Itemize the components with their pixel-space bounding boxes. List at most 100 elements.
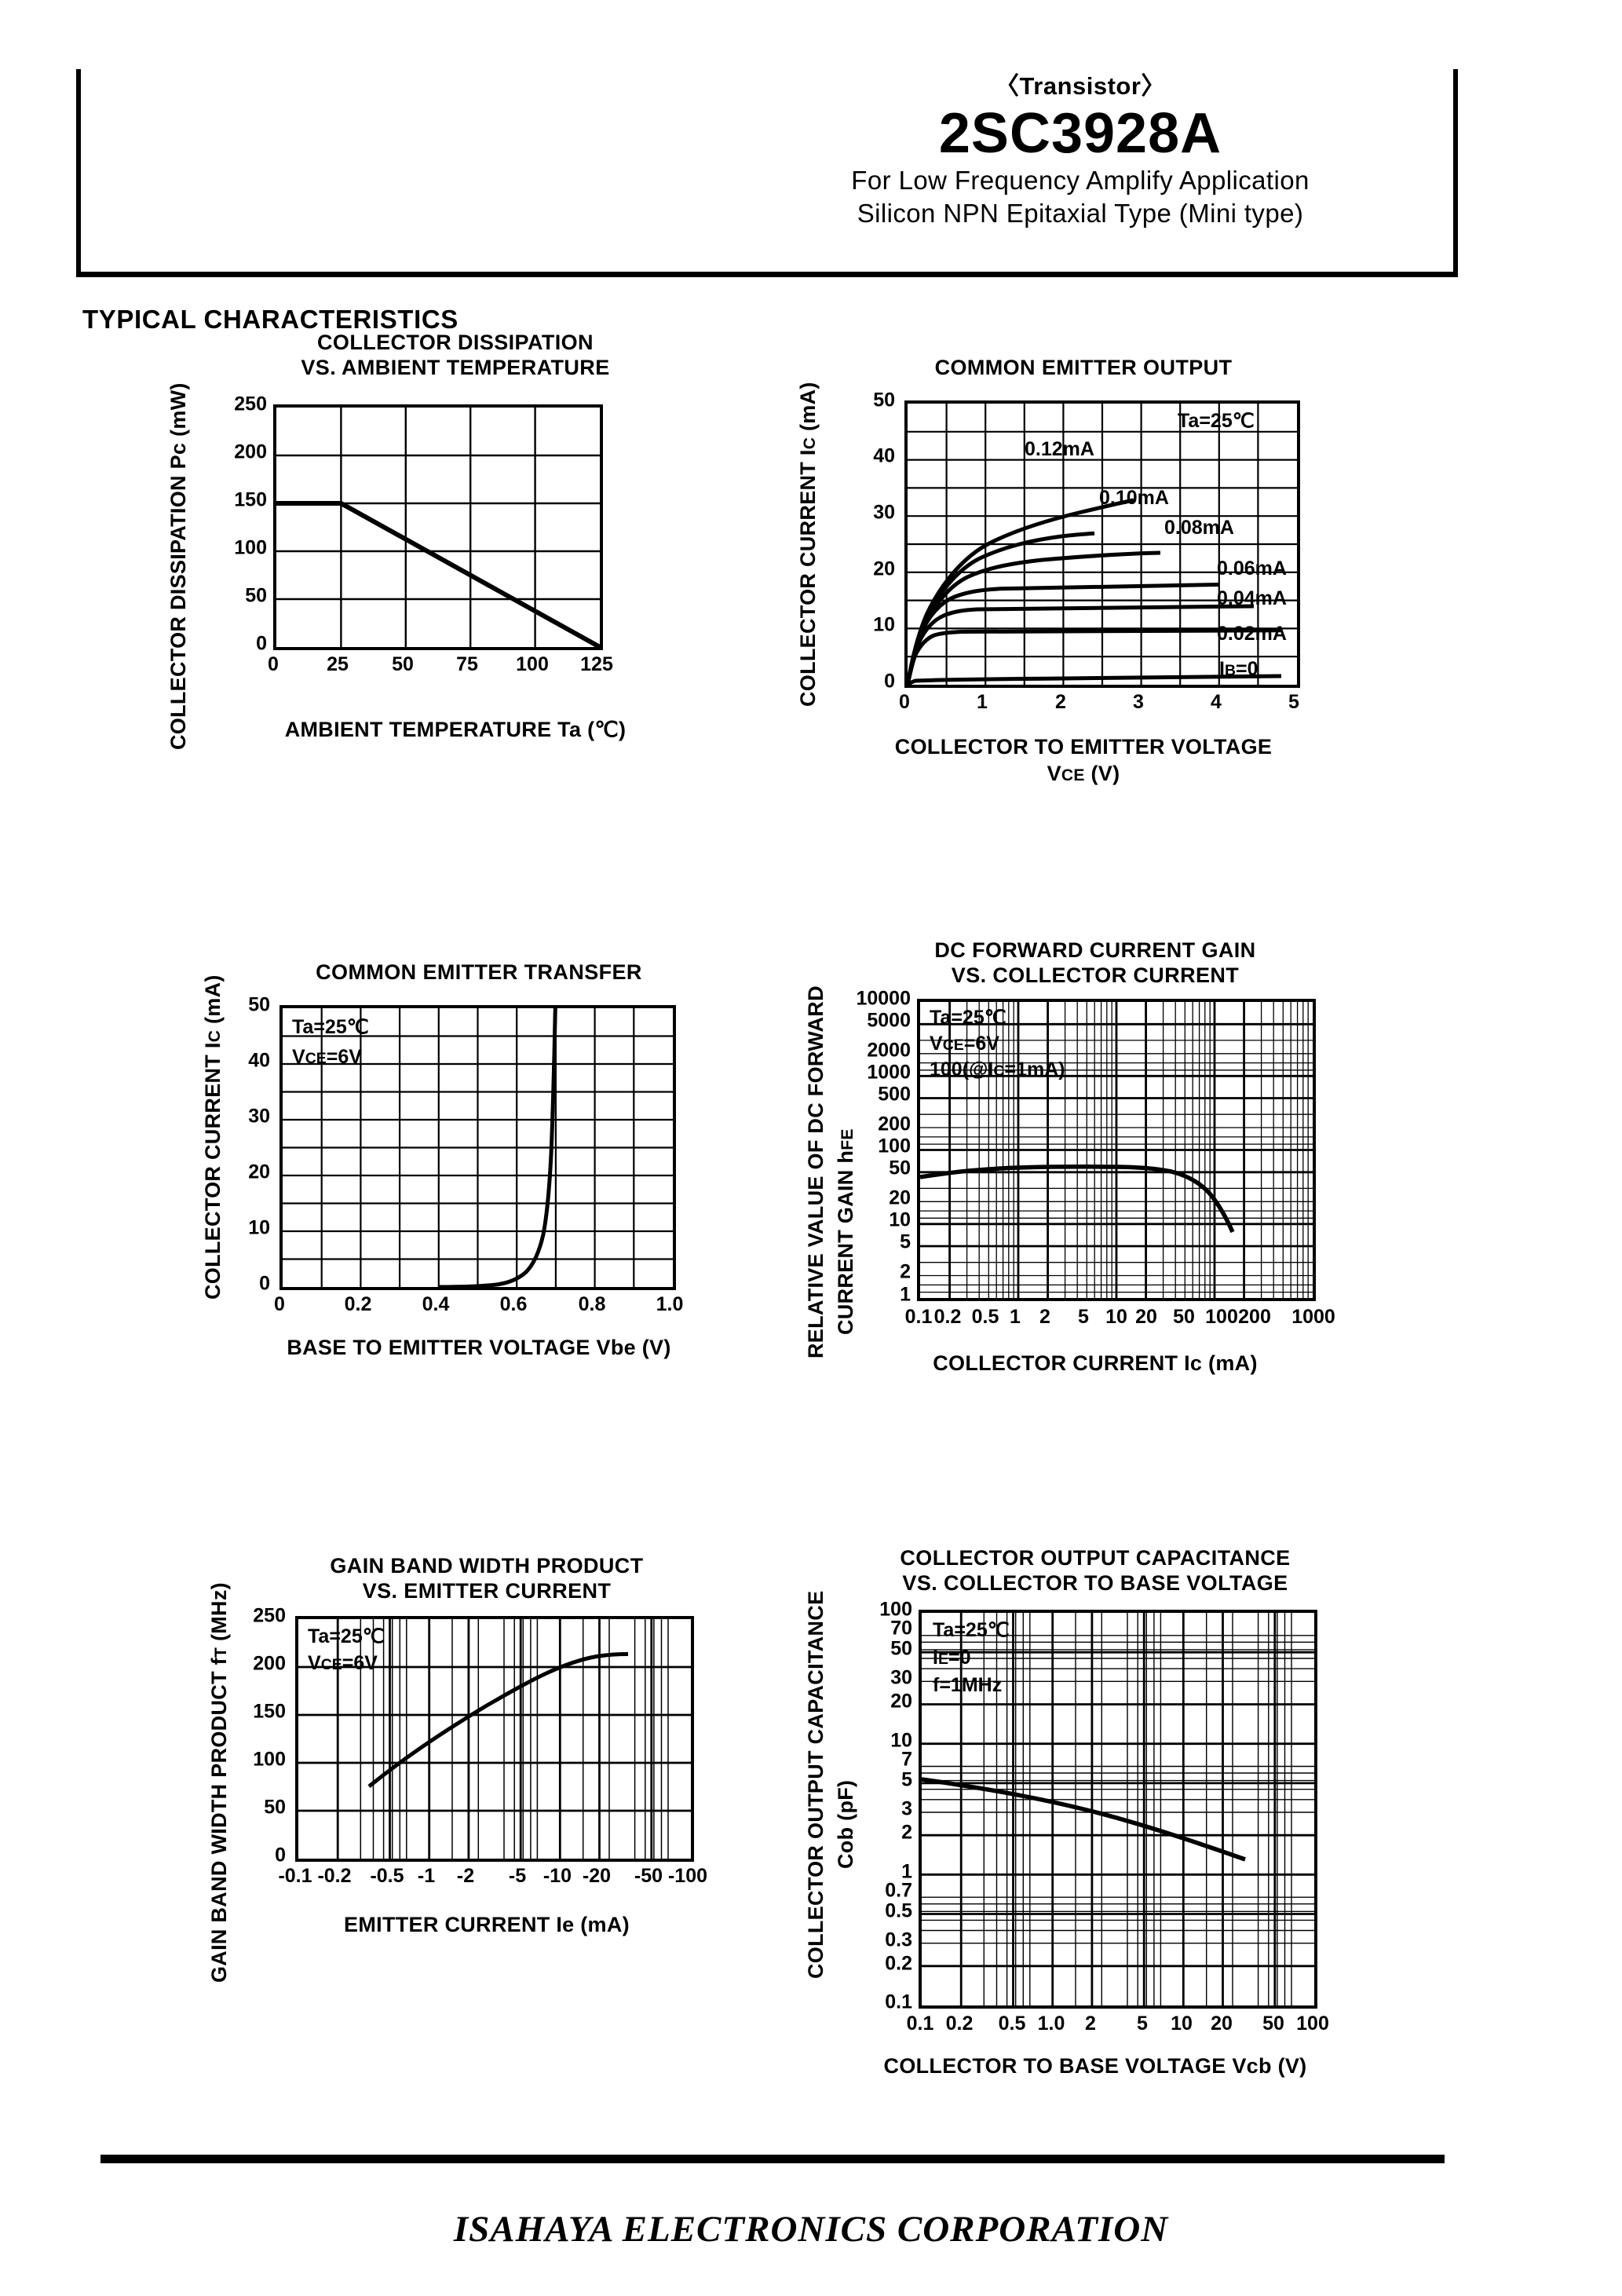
y-tick: 20: [873, 558, 895, 580]
y-tick: 200: [253, 1652, 286, 1675]
y-tick: 40: [248, 1049, 270, 1072]
x-tick: 5: [1288, 691, 1299, 713]
x-tick: 100: [1296, 2013, 1329, 2035]
y-tick: 10: [890, 1729, 912, 1752]
x-tick: 0.2: [344, 1293, 372, 1315]
x-tick: 1: [977, 691, 988, 713]
plot-svg: [921, 1613, 1314, 2005]
chart-title: GAIN BAND WIDTH PRODUCT VS. EMITTER CURR…: [330, 1554, 644, 1603]
curve-ib-0: [906, 674, 1282, 687]
data-curve-cob: [921, 1777, 1246, 1862]
data-curve-hfe: [919, 1164, 1235, 1234]
y-tick: 200: [234, 441, 267, 463]
footer-rule: [100, 2155, 1445, 2163]
y-tick: 0.5: [885, 1899, 912, 1922]
chart-note-temperature: Ta=25℃: [308, 1625, 385, 1647]
curve-label-2: 0.08mA: [1164, 517, 1234, 539]
grid-lines: [276, 408, 600, 647]
data-curve-transfer: [438, 1007, 557, 1289]
y-tick: 0: [275, 1844, 286, 1866]
y-tick: 5: [900, 1230, 911, 1253]
y-tick: 0.1: [885, 1991, 912, 2013]
x-tick: 5: [1078, 1306, 1089, 1328]
y-tick: 5: [901, 1768, 912, 1791]
major-grid-lines: [922, 1613, 1314, 2005]
x-tick: 5: [1137, 2013, 1148, 2035]
chart-title: COMMON EMITTER OUTPUT: [934, 356, 1233, 379]
x-tick: -50: [634, 1865, 663, 1887]
x-tick: 0.1: [904, 1306, 933, 1328]
curve-ib-0.04mA: [905, 604, 1255, 686]
y-tick: 50: [873, 389, 895, 411]
y-tick: 250: [253, 1604, 286, 1627]
y-tick: 500: [878, 1083, 911, 1106]
plot-svg: [298, 1619, 691, 1859]
x-tick: 2: [1039, 1306, 1050, 1328]
x-tick: 50: [1262, 2013, 1284, 2035]
x-axis-label: COLLECTOR TO EMITTER VOLTAGE VCE (V): [894, 735, 1273, 785]
y-tick: 100: [878, 1135, 911, 1157]
plot-area: [279, 1005, 676, 1290]
x-tick: 50: [392, 653, 414, 675]
x-tick: 25: [327, 653, 349, 675]
plot-area: [917, 999, 1316, 1301]
x-tick: -0.2: [317, 1865, 352, 1887]
grid-lines: [283, 1008, 673, 1287]
minor-grid-lines: [922, 1613, 1314, 2005]
y-tick: 0: [259, 1272, 270, 1295]
y-tick: 20: [889, 1186, 911, 1209]
x-tick: 1: [1010, 1306, 1021, 1328]
y-tick: 100: [253, 1748, 286, 1771]
y-tick: 2: [901, 1821, 912, 1844]
x-tick: 0: [274, 1293, 285, 1315]
plot-svg: [919, 1002, 1313, 1298]
x-tick: 2: [1085, 2013, 1096, 2035]
construction-line: Silicon NPN Epitaxial Type (Mini type): [857, 198, 1304, 228]
chart-collector-dissipation: COLLECTOR DISSIPATION VS. AMBIENT TEMPER…: [166, 330, 738, 879]
x-tick: -0.5: [370, 1865, 404, 1887]
x-tick: 0.4: [422, 1293, 450, 1315]
y-tick: 10: [248, 1216, 270, 1239]
x-tick: 0.5: [971, 1306, 999, 1328]
y-tick: 70: [890, 1617, 912, 1640]
x-tick: -20: [582, 1865, 612, 1887]
chart-note-reference: 100(@IC=1mA): [930, 1058, 1065, 1080]
y-tick: 150: [234, 488, 267, 511]
x-tick: 1000: [1291, 1306, 1335, 1328]
y-tick: 5000: [867, 1009, 911, 1032]
y-tick: 20: [248, 1161, 270, 1183]
data-curve-pc: [276, 501, 601, 649]
x-tick: 125: [580, 653, 613, 675]
x-tick: 0.1: [906, 2013, 934, 2035]
y-axis-label: COLLECTOR CURRENT IC (mA): [796, 382, 820, 707]
x-tick: -100: [667, 1865, 708, 1887]
y-tick: 30: [890, 1666, 912, 1689]
chart-note-ie: IE=0: [933, 1647, 971, 1669]
x-tick: 75: [456, 653, 478, 675]
grid-lines: [908, 404, 1297, 685]
y-tick: 1: [900, 1283, 911, 1306]
x-axis-label: EMITTER CURRENT Ie (mA): [344, 1913, 630, 1936]
y-tick: 0.3: [885, 1929, 912, 1951]
company-name: ISAHAYA ELECTRONICS CORPORATION: [453, 2209, 1169, 2250]
curve-label-1: 0.10mA: [1099, 487, 1169, 509]
chart-note-frequency: f=1MHz: [933, 1674, 1003, 1696]
part-number: 2SC3928A: [938, 102, 1222, 165]
x-tick: 200: [1238, 1306, 1271, 1328]
y-tick: 0: [256, 632, 267, 655]
y-tick: 1000: [867, 1061, 911, 1084]
y-tick: 200: [878, 1113, 911, 1135]
plot-svg: [283, 1007, 673, 1289]
major-grid-lines: [298, 1619, 691, 1859]
x-tick: -2: [456, 1865, 475, 1887]
x-tick: -0.1: [278, 1865, 312, 1887]
y-axis-label: COLLECTOR CURRENT IC (mA): [201, 974, 225, 1300]
x-tick: 0.6: [499, 1293, 528, 1315]
x-tick: 20: [1135, 1306, 1157, 1328]
x-tick: 2: [1055, 691, 1066, 713]
x-axis-label: AMBIENT TEMPERATURE Ta (℃): [284, 718, 627, 741]
y-tick: 50: [889, 1157, 911, 1179]
x-tick: 0: [899, 691, 910, 713]
chart-note-temperature: Ta=25℃: [930, 1007, 1006, 1029]
x-tick: 4: [1211, 691, 1222, 713]
